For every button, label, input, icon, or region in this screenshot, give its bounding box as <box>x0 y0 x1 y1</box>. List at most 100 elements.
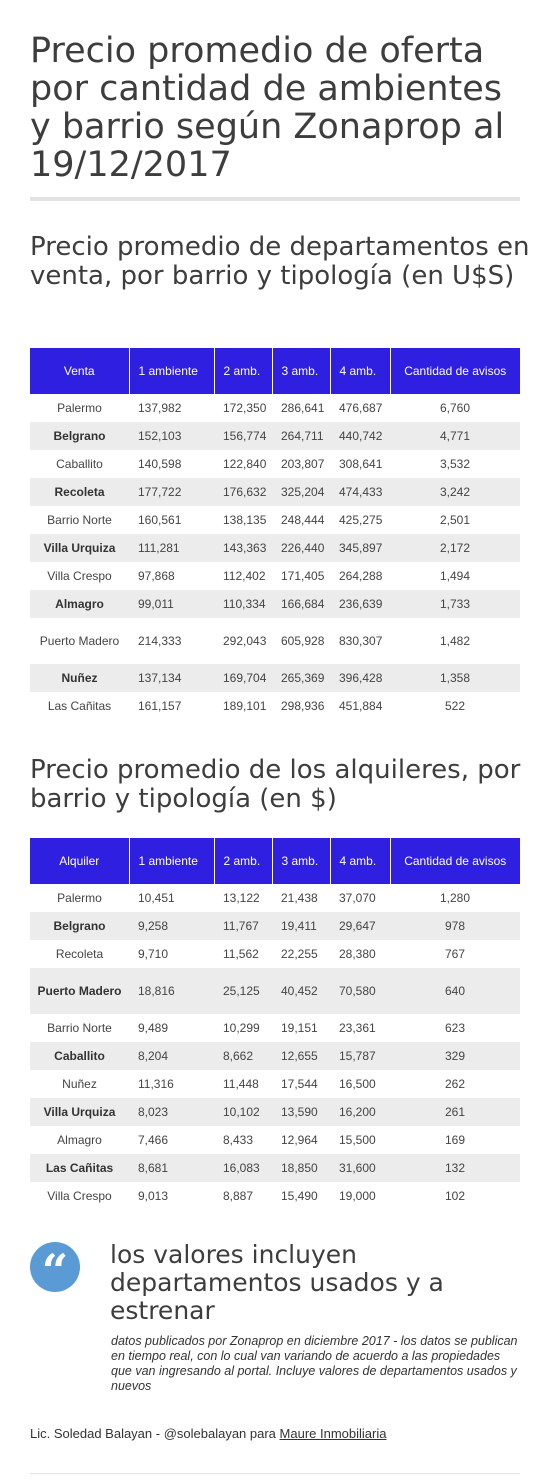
price-cell: 13,590 <box>272 1098 330 1126</box>
price-cell: 265,369 <box>272 664 330 692</box>
price-cell: 19,000 <box>330 1182 390 1210</box>
column-header: Cantidad de avisos <box>390 838 520 884</box>
price-cell: 15,490 <box>272 1182 330 1210</box>
price-cell: 8,681 <box>129 1154 214 1182</box>
price-cell: 440,742 <box>330 422 390 450</box>
footer-link[interactable]: Maure Inmobiliaria <box>279 1426 387 1441</box>
quote-icon: “ <box>30 1242 80 1296</box>
quote-note: datos publicados por Zonaprop en diciemb… <box>111 1334 518 1393</box>
table-row: Belgrano 152,103 156,774 264,711 440,742 4,77… <box>30 422 520 450</box>
price-cell: 31,600 <box>330 1154 390 1182</box>
listing-count-cell: 767 <box>390 940 520 968</box>
price-cell: 8,662 <box>214 1042 272 1070</box>
price-cell: 166,684 <box>272 590 330 618</box>
price-cell: 425,275 <box>330 506 390 534</box>
price-cell: 37,070 <box>330 884 390 912</box>
price-cell: 19,151 <box>272 1014 330 1042</box>
listing-count-cell: 132 <box>390 1154 520 1182</box>
listing-count-cell: 6,760 <box>390 394 520 422</box>
price-cell: 176,632 <box>214 478 272 506</box>
listing-count-cell: 1,280 <box>390 884 520 912</box>
table-row: Las Cañitas 8,681 16,083 18,850 31,600 132 <box>30 1154 520 1182</box>
price-cell: 15,787 <box>330 1042 390 1070</box>
price-cell: 11,562 <box>214 940 272 968</box>
listing-count-cell: 3,532 <box>390 450 520 478</box>
listing-count-cell: 4,771 <box>390 422 520 450</box>
neighborhood-cell: Belgrano <box>30 422 129 450</box>
price-cell: 189,101 <box>214 692 272 720</box>
price-cell: 8,023 <box>129 1098 214 1126</box>
price-cell: 40,452 <box>272 968 330 1014</box>
table-row: Nuñez 11,316 11,448 17,544 16,500 262 <box>30 1070 520 1098</box>
price-cell: 8,887 <box>214 1182 272 1210</box>
listing-count-cell: 3,242 <box>390 478 520 506</box>
listing-count-cell: 262 <box>390 1070 520 1098</box>
neighborhood-cell: Caballito <box>30 450 129 478</box>
listing-count-cell: 169 <box>390 1126 520 1154</box>
quote-mark-glyph: “ <box>41 1244 69 1298</box>
price-cell: 325,204 <box>272 478 330 506</box>
listing-count-cell: 261 <box>390 1098 520 1126</box>
price-cell: 99,011 <box>129 590 214 618</box>
column-header: 2 amb. <box>214 838 273 884</box>
table-row: Recoleta 177,722 176,632 325,204 474,433 3,24… <box>30 478 520 506</box>
price-cell: 171,405 <box>272 562 330 590</box>
listing-count-cell: 329 <box>390 1042 520 1070</box>
price-cell: 16,200 <box>330 1098 390 1126</box>
price-cell: 9,013 <box>129 1182 214 1210</box>
table-row: Villa Urquiza 8,023 10,102 13,590 16,200 261 <box>30 1098 520 1126</box>
footer-author: Lic. Soledad Balayan - @solebalayan para <box>30 1426 280 1441</box>
price-cell: 156,774 <box>214 422 272 450</box>
price-cell: 308,641 <box>330 450 390 478</box>
price-cell: 286,641 <box>272 394 330 422</box>
price-cell: 15,500 <box>330 1126 390 1154</box>
table-row: Villa Crespo 9,013 8,887 15,490 19,000 102 <box>30 1182 520 1210</box>
price-cell: 13,122 <box>214 884 272 912</box>
table-row: Caballito 8,204 8,662 12,655 15,787 329 <box>30 1042 520 1070</box>
table-row: Barrio Norte 9,489 10,299 19,151 23,361 623 <box>30 1014 520 1042</box>
sales-table: Venta 1 ambiente 2 amb. 3 amb. 4 amb. Ca… <box>30 348 520 720</box>
price-cell: 110,334 <box>214 590 272 618</box>
price-cell: 172,350 <box>214 394 272 422</box>
neighborhood-cell: Belgrano <box>30 912 129 940</box>
column-header: 1 ambiente <box>129 348 215 394</box>
table-row: Las Cañitas 161,157 189,101 298,936 451,884 5… <box>30 692 520 720</box>
price-cell: 70,580 <box>330 968 390 1014</box>
table-row: Almagro 7,466 8,433 12,964 15,500 169 <box>30 1126 520 1154</box>
listing-count-cell: 2,172 <box>390 534 520 562</box>
price-cell: 12,655 <box>272 1042 330 1070</box>
price-cell: 10,451 <box>129 884 214 912</box>
price-cell: 111,281 <box>129 534 214 562</box>
price-cell: 830,307 <box>330 618 390 664</box>
price-cell: 17,544 <box>272 1070 330 1098</box>
title-divider <box>30 197 520 201</box>
table-row: Nuñez 137,134 169,704 265,369 396,428 1,358 <box>30 664 520 692</box>
neighborhood-cell: Villa Urquiza <box>30 534 129 562</box>
price-cell: 264,711 <box>272 422 330 450</box>
table-row: Palermo 137,982 172,350 286,641 476,687 6,760 <box>30 394 520 422</box>
price-cell: 143,363 <box>214 534 272 562</box>
footer-credit: Lic. Soledad Balayan - @solebalayan para… <box>30 1426 520 1441</box>
price-cell: 214,333 <box>129 618 214 664</box>
price-cell: 97,868 <box>129 562 214 590</box>
price-cell: 9,489 <box>129 1014 214 1042</box>
neighborhood-cell: Almagro <box>30 590 129 618</box>
price-cell: 16,083 <box>214 1154 272 1182</box>
neighborhood-cell: Palermo <box>30 394 129 422</box>
column-header: 2 amb. <box>214 348 273 394</box>
price-cell: 292,043 <box>214 618 272 664</box>
table-row: Villa Crespo 97,868 112,402 171,405 264,288 1… <box>30 562 520 590</box>
neighborhood-cell: Almagro <box>30 1126 129 1154</box>
price-cell: 22,255 <box>272 940 330 968</box>
price-cell: 169,704 <box>214 664 272 692</box>
price-cell: 203,807 <box>272 450 330 478</box>
listing-count-cell: 1,358 <box>390 664 520 692</box>
price-cell: 29,647 <box>330 912 390 940</box>
neighborhood-cell: Recoleta <box>30 940 129 968</box>
price-cell: 605,928 <box>272 618 330 664</box>
price-cell: 10,102 <box>214 1098 272 1126</box>
column-header: 1 ambiente <box>129 838 215 884</box>
table-row: Belgrano 9,258 11,767 19,411 29,647 978 <box>30 912 520 940</box>
price-cell: 19,411 <box>272 912 330 940</box>
